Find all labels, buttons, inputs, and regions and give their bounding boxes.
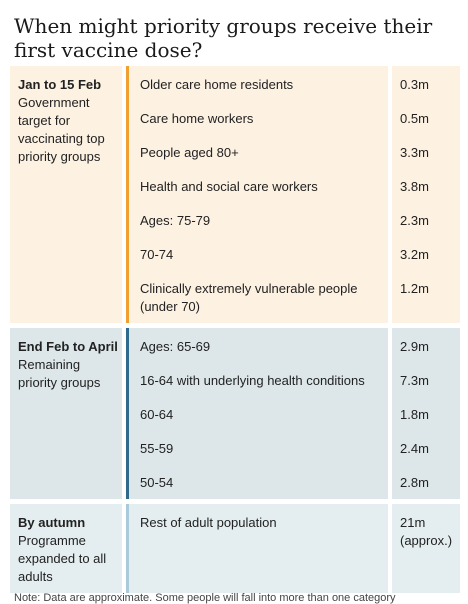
doses: 1.2m: [400, 281, 429, 296]
period-cell: Jan to 15 Feb Government target for vacci…: [10, 66, 122, 323]
doses: 3.2m: [400, 247, 429, 262]
groups-cell: Rest of adult population: [126, 504, 388, 593]
doses: 2.9m: [400, 339, 429, 354]
group: Ages: 65-69: [140, 339, 211, 354]
doses-cell: 0.3m 0.5m 3.3m 3.8m 2.3m 3.2m 1.2m: [392, 66, 460, 323]
group: Health and social care workers: [140, 179, 318, 194]
period: Jan to 15 Feb: [18, 77, 102, 92]
doses: 2.8m: [400, 475, 429, 490]
period: By autumn: [18, 515, 86, 530]
table: Jan to 15 Feb Government target for vacci…: [10, 66, 460, 598]
period: End Feb to April: [18, 339, 118, 354]
group: Older care home residents: [140, 77, 294, 92]
doses: 21m (approx.): [400, 515, 453, 548]
groups-cell: Ages: 65-69 16-64 with underlying health …: [126, 328, 388, 499]
doses: 2.3m: [400, 213, 429, 228]
period-cell: By autumn Programme expanded to all adult…: [10, 504, 122, 593]
description: Remaining priority groups: [18, 357, 101, 390]
group: People aged 80+: [140, 145, 239, 160]
group: 16-64 with underlying health conditions: [140, 373, 365, 388]
doses: 3.3m: [400, 145, 429, 160]
group: 55-59: [140, 441, 174, 456]
doses: 2.4m: [400, 441, 429, 456]
group: Rest of adult population: [140, 515, 277, 530]
title: When might priority groups receive their…: [14, 14, 433, 62]
description: Programme expanded to all adults: [18, 533, 107, 584]
doses: 7.3m: [400, 373, 429, 388]
doses: 3.8m: [400, 179, 429, 194]
section: Jan to 15 Feb Government target for vacci…: [10, 66, 460, 323]
group: Care home workers: [140, 111, 254, 126]
note: Note: Data are approximate. Some people …: [14, 592, 396, 604]
section: End Feb to April Remaining priority group…: [10, 328, 460, 499]
period-cell: End Feb to April Remaining priority group…: [10, 328, 122, 499]
groups-cell: Older care home residents Care home worke…: [126, 66, 388, 323]
doses: 0.5m: [400, 111, 429, 126]
doses: 0.3m: [400, 77, 429, 92]
doses-cell: 21m (approx.): [392, 504, 460, 593]
group: 70-74: [140, 247, 174, 262]
group: Ages: 75-79: [140, 213, 211, 228]
doses: 1.8m: [400, 407, 429, 422]
description: Government target for vaccinating top pr…: [18, 95, 105, 164]
section: By autumn Programme expanded to all adult…: [10, 504, 460, 593]
doses-cell: 2.9m 7.3m 1.8m 2.4m 2.8m: [392, 328, 460, 499]
group: Clinically extremely vulnerable people (…: [140, 281, 358, 314]
group: 50-54: [140, 475, 174, 490]
group: 60-64: [140, 407, 174, 422]
